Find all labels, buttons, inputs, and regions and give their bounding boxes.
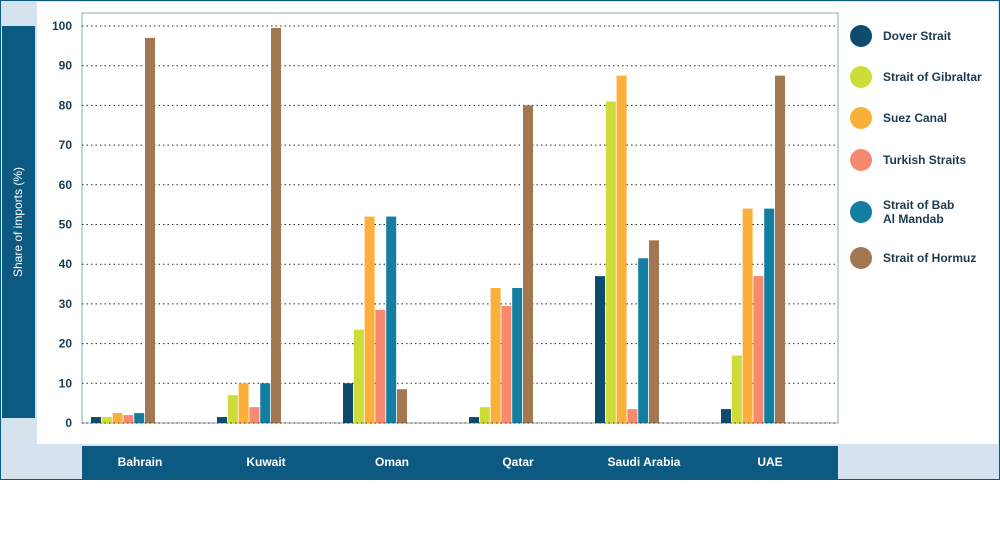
bar [112,413,123,423]
bar [397,389,407,423]
bar [271,27,281,424]
legend-swatch [850,201,872,223]
legend-swatch [850,25,872,47]
x-category-label: UAE [757,455,783,469]
legend-item: Dover Strait [850,25,951,47]
y-tick-label: 40 [59,257,73,271]
bar [753,276,764,423]
y-tick-label: 30 [59,297,73,311]
bar [249,407,260,423]
legend-item: Strait of Hormuz [850,247,976,269]
bar [616,75,627,423]
bar [638,258,649,423]
bar [764,208,775,423]
legend-item: Turkish Straits [850,149,966,171]
x-category-label: Saudi Arabia [607,455,681,469]
bar [238,383,249,423]
y-tick-label: 90 [59,59,73,73]
bar [501,305,512,423]
legend-item: Strait of Bab Al Mandab [850,198,954,226]
bar [523,105,533,424]
bar [91,417,101,423]
y-tick-label: 50 [59,218,73,232]
legend-label: Dover Strait [883,29,952,43]
plot-border [81,12,839,424]
category-band: Bahrain Kuwait Oman Qatar Saudi Arabia UAE [82,446,838,479]
legend-swatch [850,247,872,269]
bar [775,75,785,423]
x-category-label: Oman [374,455,410,469]
legend-item: Suez Canal [850,107,947,129]
bar [386,216,397,423]
legend-label: Strait of Hormuz [883,251,977,265]
y-tick-label: 20 [59,337,73,351]
bar [364,216,375,423]
bar [469,417,479,423]
legend-label: Turkish Straits [883,153,967,167]
bar [627,409,638,423]
bar [375,309,386,423]
y-tick-label: 80 [59,98,73,112]
bar [721,409,731,423]
legend-swatch [850,107,872,129]
bar [490,288,501,423]
bar [479,407,490,423]
legend-swatch [850,66,872,88]
bar [512,288,523,423]
legend-label: Strait of Bab Al Mandab [883,198,955,226]
legend-item: Strait of Gibraltar [850,66,982,88]
legend-swatch [850,149,872,171]
bar [605,101,616,424]
y-tick-label: 0 [65,416,72,430]
bar [217,417,227,423]
bar [260,383,271,423]
x-category-label: Qatar [502,455,534,469]
bar [227,395,238,423]
bar [343,383,353,423]
bar [353,329,364,423]
x-category-label: Bahrain [117,455,163,469]
bar [731,355,742,423]
y-tick-label: 100 [52,19,72,33]
bar [101,417,112,423]
legend-label: Strait of Gibraltar [883,70,982,84]
y-tick-label: 10 [59,376,73,390]
legend-label: Suez Canal [883,111,948,125]
bar [649,240,659,423]
bar [134,413,145,423]
y-tick-label: 70 [59,138,73,152]
bar [145,37,155,423]
y-axis-label-strip [2,26,35,418]
bar [123,415,134,423]
bar [742,208,753,423]
x-category-label: Kuwait [246,455,286,469]
bar [595,276,605,423]
y-tick-label: 60 [59,178,73,192]
